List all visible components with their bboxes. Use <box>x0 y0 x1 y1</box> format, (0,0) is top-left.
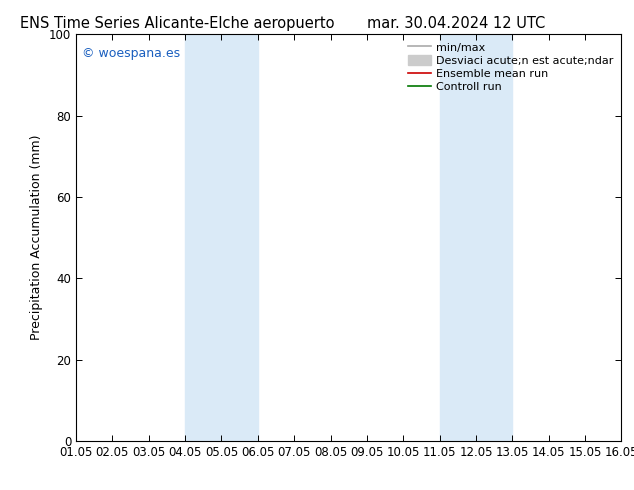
Bar <box>185 34 258 441</box>
Text: © woespana.es: © woespana.es <box>82 47 179 59</box>
Y-axis label: Precipitation Accumulation (mm): Precipitation Accumulation (mm) <box>30 135 43 341</box>
Bar <box>439 34 512 441</box>
Text: ENS Time Series Alicante-Elche aeropuerto: ENS Time Series Alicante-Elche aeropuert… <box>20 16 335 31</box>
Legend: min/max, Desviaci acute;n est acute;ndar, Ensemble mean run, Controll run: min/max, Desviaci acute;n est acute;ndar… <box>406 40 616 95</box>
Text: mar. 30.04.2024 12 UTC: mar. 30.04.2024 12 UTC <box>367 16 546 31</box>
